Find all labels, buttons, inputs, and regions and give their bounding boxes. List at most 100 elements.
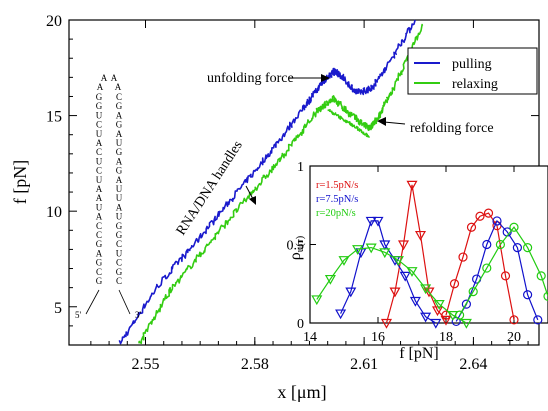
inset-triangle-marker [406,267,418,277]
inset-triangle-marker [406,180,418,191]
hairpin-5-prime-tail [85,289,100,315]
inset-triangle-marker [431,306,444,317]
legend-relaxing-label: relaxing [452,77,498,92]
inset-triangle-marker [335,309,347,320]
pulling-trace [118,19,416,345]
inset-circle-marker [475,211,485,221]
inset-y-tick-label: 0.5 [287,239,305,254]
inset-x-axis-label: f [pN] [399,345,439,362]
hairpin-base-left: G [96,258,103,268]
inset-triangle-marker [365,243,377,254]
inset-circle-marker [536,271,546,281]
hairpin-base-left: U [96,129,103,139]
main-legend: pulling relaxing [407,47,538,95]
main-y-axis-label: f [pN] [10,160,30,204]
hairpin-base-left: C [96,230,102,240]
inset-triangle-marker [433,300,445,310]
main-y-tick-label: 15 [46,109,62,126]
inset-x-tick-label: 18 [439,330,453,345]
main-x-tick-label: 2.61 [350,356,378,373]
inset-circle-marker [483,208,494,218]
hairpin-base-left: C [96,221,102,231]
main-x-axis-label: x [μm] [277,382,326,402]
inset-triangle-marker [352,245,364,255]
inset-circle-marker [522,290,533,300]
inset-series-group [311,180,548,329]
hairpin-base-right: A [116,202,123,212]
inset-series-line [445,212,515,321]
hairpin-base-right: A [116,175,123,185]
hairpin-base-left: A [96,138,103,148]
main-y-tick-label: 20 [46,13,62,30]
main-y-tick-label: 10 [46,204,62,221]
hairpin-base-left: A [96,193,103,203]
relaxing-trace [138,23,424,345]
inset-circle-marker [495,239,505,250]
hairpin-base-left: C [96,166,102,176]
inset-triangle-marker [379,248,391,259]
hairpin-base-left: C [96,120,102,130]
hairpin-base-right: A [116,156,123,166]
inset-y-tick-label: 1 [297,160,304,175]
inset-series-line [316,246,467,324]
inset-circle-marker [461,299,471,309]
hairpin-base-left: C [96,267,102,277]
hairpin-base-right: A [116,110,123,120]
hairpin-base-right: G [116,147,123,157]
inset-circle-marker [509,315,519,325]
inset-triangle-marker [324,274,336,285]
main-series-group [118,19,424,345]
inset-circle-marker [466,222,477,232]
unfolding-force-arrowhead [321,74,330,82]
inset-series-line [340,220,437,324]
inset-circle-marker [522,243,533,253]
inset-circle-marker [492,216,502,226]
legend-pulling-label: pulling [452,57,492,72]
hairpin-base-right: G [116,230,123,240]
inset-triangle-marker [430,318,442,329]
hairpin-base-left: G [96,239,103,249]
hairpin-base-right: C [116,276,122,286]
inset-triangle-marker [345,287,357,298]
hairpin-base-right: U [116,184,123,194]
hairpin-base-left: A [96,212,103,222]
hairpin-base-left: U [96,175,103,185]
main-y-tick-label: 5 [54,300,62,317]
hairpin-base-right: G [116,267,123,277]
inset-triangle-marker [392,256,404,266]
inset-x-tick-label: 20 [507,330,521,345]
refolding-force-annotation: refolding force [410,121,494,136]
inset-circle-marker [449,279,460,289]
inset-legend-r1: r=1.5pN/s [316,180,358,191]
inset-axis-ticks: 14 16 18 20 0 0.5 1 [287,160,522,345]
hairpin-base-right: U [116,193,123,203]
hairpin-base-left: C [96,147,102,157]
hairpin-loop-base: A [111,73,118,83]
inset-triangle-marker [380,318,393,329]
hairpin-base-left: G [96,101,103,111]
inset-triangle-marker [389,287,401,298]
rna-hairpin-diagram: GGUCUACUCUAAUACCGAGCGCGAGAUGAGAUUAUGGCUC… [75,73,142,320]
inset-circle-marker [500,271,511,281]
inset-circle-marker [482,263,492,273]
hairpin-base-right: G [116,221,123,231]
inset-circle-marker [533,315,543,325]
relaxing-trace-lower [327,108,371,138]
hairpin-5-prime-label: 5' [75,310,82,320]
unfolding-force-annotation: unfolding force [207,71,294,86]
inset-triangle-marker [420,284,432,295]
main-x-tick-label: 2.55 [132,356,160,373]
inset-x-tick-label: 14 [303,330,317,345]
inset-circle-marker [509,222,519,232]
hairpin-base-right: C [116,92,122,102]
inset-circle-marker [512,243,523,253]
hairpin-3-prime-tail [118,289,131,315]
hairpin-base-right: U [116,138,123,148]
inset-legend-r3: r=20pN/s [316,208,356,219]
hairpin-base-left: G [96,92,103,102]
hairpin-base-right: C [116,258,122,268]
hairpin-base-left: U [96,110,103,120]
hairpin-base-right: A [116,129,123,139]
hairpin-base-right: U [116,212,123,222]
